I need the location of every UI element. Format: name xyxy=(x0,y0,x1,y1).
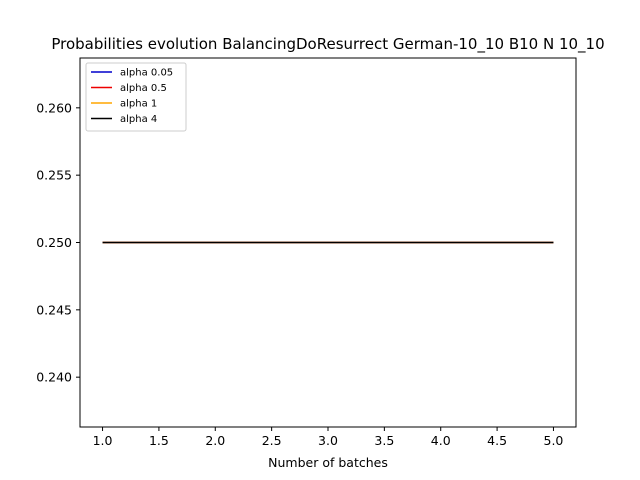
legend-label-alpha-1: alpha 1 xyxy=(120,99,157,110)
y-tick-label-2: 0.250 xyxy=(36,235,72,250)
x-axis-label: Number of batches xyxy=(268,455,388,470)
x-tick-label-0: 1.0 xyxy=(93,433,113,448)
x-tick-label-7: 4.5 xyxy=(487,433,507,448)
y-tick-label-0: 0.240 xyxy=(36,370,72,385)
x-tick-label-1: 1.5 xyxy=(149,433,169,448)
x-tick-label-8: 5.0 xyxy=(544,433,564,448)
legend-box xyxy=(85,62,187,132)
plot-area: 1.0 1.5 2.0 2.5 3.0 3.5 4.0 4.5 5.0 0.240 0.245 0.2… xyxy=(36,57,577,448)
y-tick-label-4: 0.260 xyxy=(36,100,72,115)
legend-label-alpha-4: alpha 4 xyxy=(120,114,157,125)
x-tick-label-2: 2.0 xyxy=(205,433,225,448)
x-tick-label-5: 3.5 xyxy=(374,433,394,448)
x-tick-label-4: 3.0 xyxy=(318,433,338,448)
legend-label-alpha-0-5: alpha 0.5 xyxy=(120,83,167,94)
y-tick-label-1: 0.245 xyxy=(36,302,72,317)
x-tick-label-3: 2.5 xyxy=(262,433,282,448)
x-tick-label-6: 4.0 xyxy=(431,433,451,448)
chart-title: Probabilities evolution BalancingDoResur… xyxy=(51,35,604,54)
y-tick-label-3: 0.255 xyxy=(36,168,72,183)
legend-label-alpha-0-05: alpha 0.05 xyxy=(120,68,173,79)
